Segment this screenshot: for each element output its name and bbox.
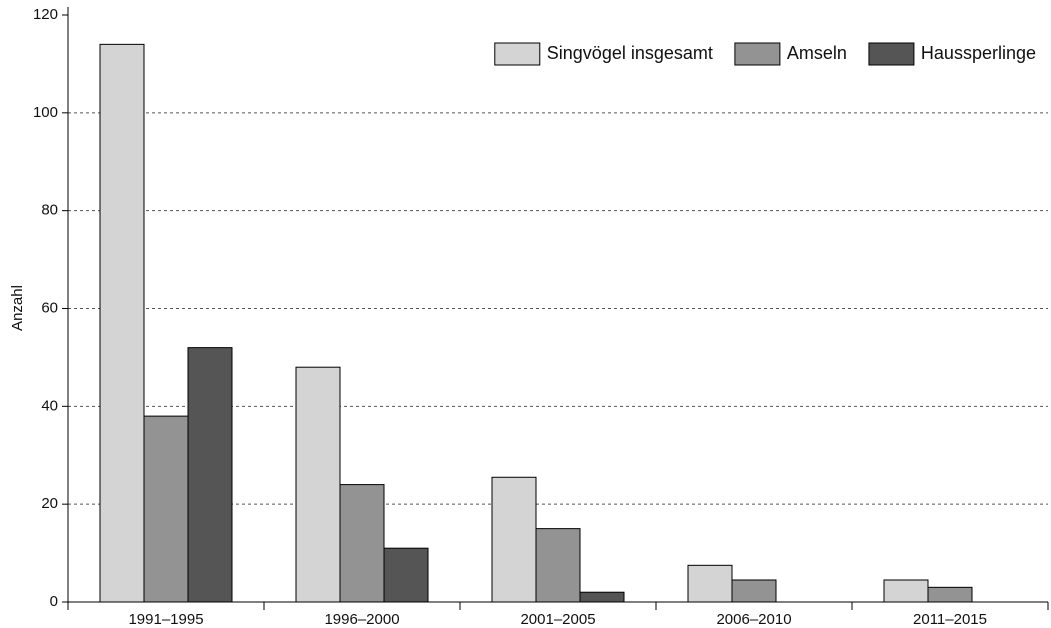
legend-label: Amseln [787, 43, 847, 63]
x-tick-label: 2001–2005 [520, 611, 595, 628]
bar [927, 586, 973, 603]
legend-swatch [734, 42, 781, 66]
bar [99, 43, 145, 603]
y-tick-label: 20 [41, 495, 58, 512]
legend-label: Singvögel insgesamt [547, 43, 713, 63]
x-tick-label: 1991–1995 [128, 611, 203, 628]
y-tick-label: 40 [41, 397, 58, 414]
bar [687, 564, 733, 603]
y-tick-label: 100 [33, 104, 58, 121]
bar [491, 476, 537, 603]
legend-swatch [494, 42, 541, 66]
y-axis-label: Anzahl [9, 285, 26, 331]
bar [143, 415, 189, 603]
x-tick-label: 2006–2010 [716, 611, 791, 628]
bar [295, 366, 341, 603]
bar [383, 547, 429, 603]
legend-label: Haussperlinge [921, 43, 1036, 63]
x-tick-label: 2011–2015 [913, 611, 987, 628]
bar [883, 579, 929, 603]
y-tick-label: 80 [41, 202, 58, 219]
bar [535, 528, 581, 603]
bar [579, 591, 625, 603]
y-tick-label: 120 [33, 6, 58, 23]
bar [731, 579, 777, 603]
y-tick-label: 0 [50, 593, 58, 610]
legend-swatch [868, 42, 915, 66]
bar [187, 347, 233, 603]
bar [339, 484, 385, 603]
x-tick-label: 1996–2000 [324, 611, 399, 628]
y-tick-label: 60 [41, 299, 58, 316]
